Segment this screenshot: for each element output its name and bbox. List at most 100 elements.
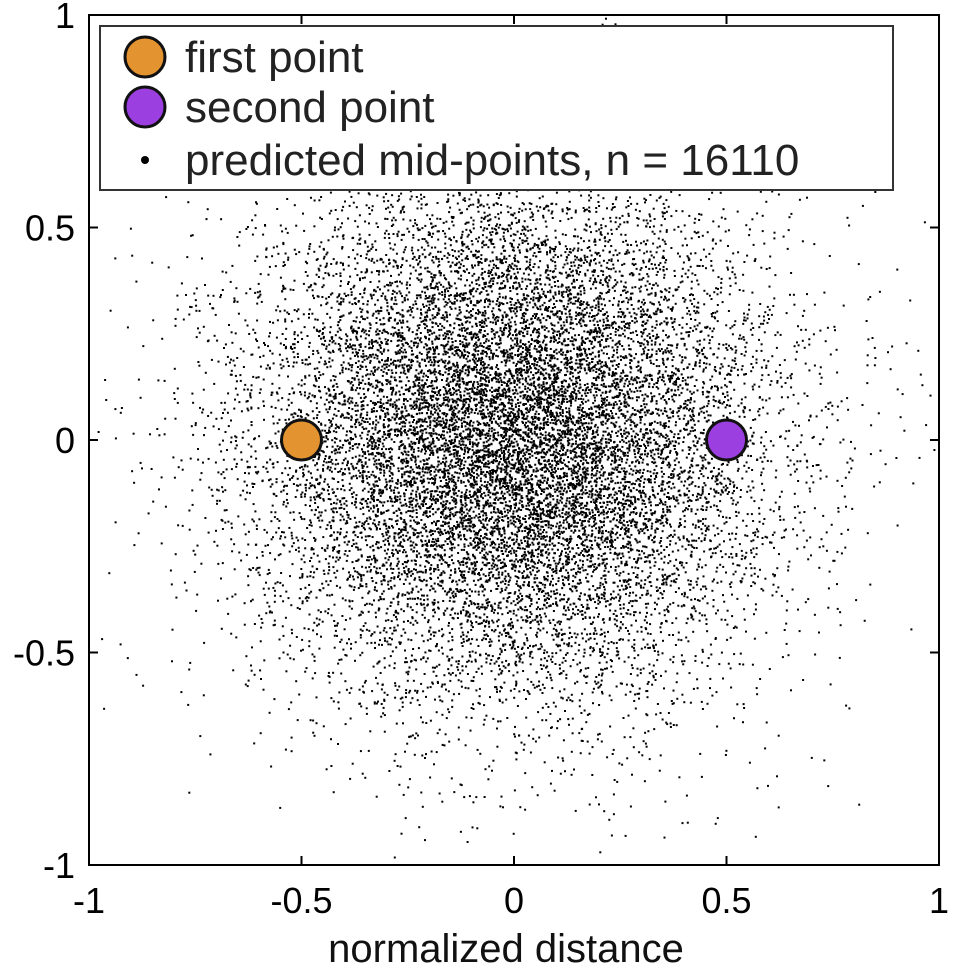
midpoint-dot	[615, 431, 618, 434]
midpoint-dot	[248, 568, 251, 571]
midpoint-dot	[484, 335, 487, 337]
midpoint-dot	[524, 312, 527, 315]
midpoint-dot	[272, 362, 275, 365]
midpoint-dot	[723, 377, 726, 380]
midpoint-dot	[509, 352, 512, 355]
midpoint-dot	[492, 266, 495, 269]
midpoint-dot	[761, 398, 764, 401]
midpoint-dot	[386, 305, 389, 308]
midpoint-dot	[580, 448, 583, 451]
midpoint-dot	[629, 549, 632, 552]
midpoint-dot	[328, 343, 331, 346]
midpoint-dot	[488, 427, 491, 430]
midpoint-dot	[560, 552, 563, 555]
midpoint-dot	[509, 301, 512, 303]
midpoint-dot	[539, 647, 542, 650]
midpoint-dot	[547, 515, 550, 518]
midpoint-dot	[387, 509, 390, 512]
midpoint-dot	[559, 407, 562, 410]
midpoint-dot	[497, 226, 500, 229]
midpoint-dot	[508, 579, 511, 582]
midpoint-dot	[175, 596, 178, 599]
midpoint-dot	[418, 570, 421, 573]
midpoint-dot	[681, 244, 684, 247]
midpoint-dot	[552, 438, 555, 441]
midpoint-dot	[334, 375, 337, 378]
midpoint-dot	[645, 219, 648, 222]
midpoint-dot	[437, 250, 440, 253]
midpoint-dot	[354, 433, 357, 436]
midpoint-dot	[192, 433, 195, 436]
midpoint-dot	[310, 590, 313, 593]
midpoint-dot	[629, 397, 632, 400]
midpoint-dot	[503, 257, 506, 260]
midpoint-dot	[329, 535, 332, 537]
midpoint-dot	[677, 385, 680, 388]
midpoint-dot	[423, 498, 425, 501]
midpoint-dot	[754, 608, 757, 611]
midpoint-dot	[324, 272, 327, 274]
midpoint-dot	[339, 261, 342, 264]
midpoint-dot	[484, 312, 487, 315]
midpoint-dot	[505, 359, 508, 362]
midpoint-dot	[475, 237, 478, 240]
midpoint-dot	[346, 350, 349, 353]
midpoint-dot	[598, 586, 601, 589]
midpoint-dot	[575, 571, 577, 574]
midpoint-dot	[795, 468, 798, 471]
midpoint-dot	[536, 631, 539, 634]
midpoint-dot	[655, 386, 658, 388]
midpoint-dot	[579, 752, 582, 755]
midpoint-dot	[560, 430, 563, 433]
midpoint-dot	[468, 490, 471, 493]
midpoint-dot	[451, 261, 454, 264]
midpoint-dot	[490, 541, 493, 544]
midpoint-dot	[469, 420, 472, 423]
midpoint-dot	[734, 363, 737, 366]
midpoint-dot	[707, 402, 710, 405]
midpoint-dot	[450, 477, 453, 480]
midpoint-dot	[456, 361, 459, 364]
midpoint-dot	[554, 245, 557, 248]
midpoint-dot	[614, 551, 617, 554]
midpoint-dot	[692, 407, 695, 409]
midpoint-dot	[547, 548, 550, 551]
midpoint-dot	[568, 550, 571, 553]
midpoint-dot	[627, 298, 630, 301]
midpoint-dot	[599, 231, 602, 234]
midpoint-dot	[827, 408, 830, 410]
midpoint-dot	[599, 851, 602, 854]
midpoint-dot	[613, 618, 616, 621]
midpoint-dot	[458, 294, 461, 297]
midpoint-dot	[443, 469, 446, 472]
midpoint-dot	[448, 509, 451, 511]
midpoint-dot	[515, 550, 518, 553]
midpoint-dot	[239, 379, 242, 382]
midpoint-dot	[537, 297, 540, 300]
midpoint-dot	[622, 607, 625, 610]
midpoint-dot	[511, 377, 514, 380]
midpoint-dot	[688, 310, 690, 313]
midpoint-dot	[663, 427, 666, 430]
midpoint-dot	[408, 666, 411, 669]
midpoint-dot	[579, 518, 581, 521]
midpoint-dot	[516, 373, 519, 376]
midpoint-dot	[247, 543, 250, 546]
midpoint-dot	[401, 473, 404, 476]
midpoint-dot	[588, 225, 591, 228]
midpoint-dot	[703, 537, 706, 540]
midpoint-dot	[300, 493, 303, 496]
midpoint-dot	[653, 453, 656, 456]
midpoint-dot	[598, 732, 601, 735]
midpoint-dot	[630, 390, 633, 393]
midpoint-dot	[643, 481, 645, 484]
midpoint-dot	[619, 464, 622, 466]
midpoint-dot	[390, 438, 393, 441]
midpoint-dot	[664, 383, 667, 386]
midpoint-dot	[665, 402, 668, 405]
midpoint-dot	[366, 245, 369, 248]
midpoint-dot	[591, 563, 594, 566]
midpoint-dot	[673, 564, 676, 567]
midpoint-dot	[417, 263, 419, 266]
midpoint-dot	[744, 555, 747, 558]
